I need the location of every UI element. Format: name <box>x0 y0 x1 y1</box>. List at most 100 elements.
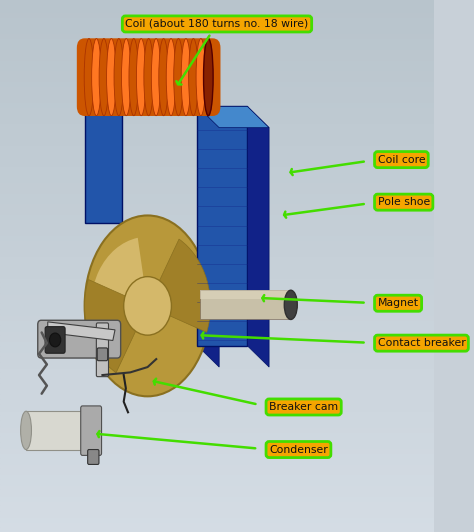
Bar <box>0 176 434 181</box>
Bar <box>0 293 434 298</box>
Bar <box>0 511 434 516</box>
Bar <box>0 74 434 80</box>
Text: Contact breaker: Contact breaker <box>378 338 465 348</box>
FancyBboxPatch shape <box>198 106 247 346</box>
Ellipse shape <box>181 39 191 116</box>
Ellipse shape <box>189 39 198 116</box>
Bar <box>0 346 434 351</box>
Bar <box>0 372 434 378</box>
Bar <box>0 340 434 346</box>
Bar <box>0 16 434 21</box>
Wedge shape <box>91 238 147 329</box>
Bar <box>0 277 434 282</box>
FancyBboxPatch shape <box>88 450 99 464</box>
Bar <box>0 266 434 271</box>
Bar <box>0 96 434 101</box>
Bar <box>0 122 434 128</box>
Bar <box>0 192 434 197</box>
Bar <box>0 303 434 309</box>
Bar <box>0 138 434 144</box>
Bar <box>0 117 434 122</box>
Ellipse shape <box>99 39 109 116</box>
Bar <box>0 21 434 27</box>
Bar <box>0 521 434 527</box>
FancyBboxPatch shape <box>85 90 121 223</box>
Bar <box>0 112 434 117</box>
FancyBboxPatch shape <box>85 306 198 346</box>
Bar <box>0 426 434 431</box>
Polygon shape <box>48 322 115 340</box>
Bar <box>0 0 434 5</box>
Bar <box>0 197 434 202</box>
Bar <box>0 399 434 404</box>
Polygon shape <box>247 106 269 367</box>
Ellipse shape <box>84 39 94 116</box>
FancyBboxPatch shape <box>38 320 121 358</box>
Bar <box>0 447 434 452</box>
Bar <box>0 431 434 436</box>
Bar <box>0 458 434 463</box>
Bar <box>0 53 434 59</box>
Bar <box>0 473 434 479</box>
Bar <box>0 356 434 362</box>
Wedge shape <box>147 239 210 332</box>
Ellipse shape <box>284 290 297 319</box>
Bar <box>0 144 434 149</box>
Bar <box>0 378 434 383</box>
Bar <box>0 32 434 37</box>
Bar <box>0 484 434 489</box>
Bar <box>0 207 434 213</box>
Bar <box>0 133 434 138</box>
Bar <box>0 404 434 410</box>
Ellipse shape <box>159 39 168 116</box>
Bar <box>0 410 434 415</box>
Bar <box>0 106 434 112</box>
Bar <box>0 37 434 43</box>
Text: Breaker cam: Breaker cam <box>269 402 338 412</box>
Bar <box>0 101 434 106</box>
Ellipse shape <box>20 411 31 450</box>
Bar <box>0 335 434 340</box>
Ellipse shape <box>137 39 146 116</box>
Bar <box>0 383 434 388</box>
Bar <box>0 298 434 303</box>
Bar <box>0 415 434 420</box>
Bar <box>0 255 434 261</box>
Bar <box>0 420 434 426</box>
Polygon shape <box>85 90 139 109</box>
Bar <box>0 330 434 335</box>
Ellipse shape <box>114 39 124 116</box>
FancyBboxPatch shape <box>77 38 220 116</box>
Ellipse shape <box>82 411 95 450</box>
Bar <box>0 43 434 48</box>
Bar <box>0 202 434 207</box>
Ellipse shape <box>151 39 161 116</box>
Bar <box>0 282 434 287</box>
Bar <box>0 495 434 500</box>
Text: Magnet: Magnet <box>378 298 419 308</box>
Bar <box>0 59 434 64</box>
Bar <box>0 186 434 192</box>
Bar <box>0 442 434 447</box>
Bar <box>0 527 434 532</box>
Bar <box>0 479 434 484</box>
Ellipse shape <box>91 39 101 116</box>
Bar <box>0 181 434 186</box>
Ellipse shape <box>203 39 213 116</box>
Bar <box>0 27 434 32</box>
Circle shape <box>124 277 172 335</box>
Bar <box>0 367 434 372</box>
Bar <box>0 250 434 255</box>
Bar <box>0 154 434 160</box>
Bar <box>0 463 434 468</box>
FancyBboxPatch shape <box>96 323 109 377</box>
Bar <box>0 11 434 16</box>
Bar <box>0 489 434 495</box>
Bar <box>0 48 434 53</box>
Bar <box>0 80 434 85</box>
Ellipse shape <box>203 39 213 116</box>
Polygon shape <box>198 106 269 128</box>
FancyBboxPatch shape <box>45 327 65 353</box>
Text: Pole shoe: Pole shoe <box>378 197 430 207</box>
Bar <box>0 351 434 356</box>
